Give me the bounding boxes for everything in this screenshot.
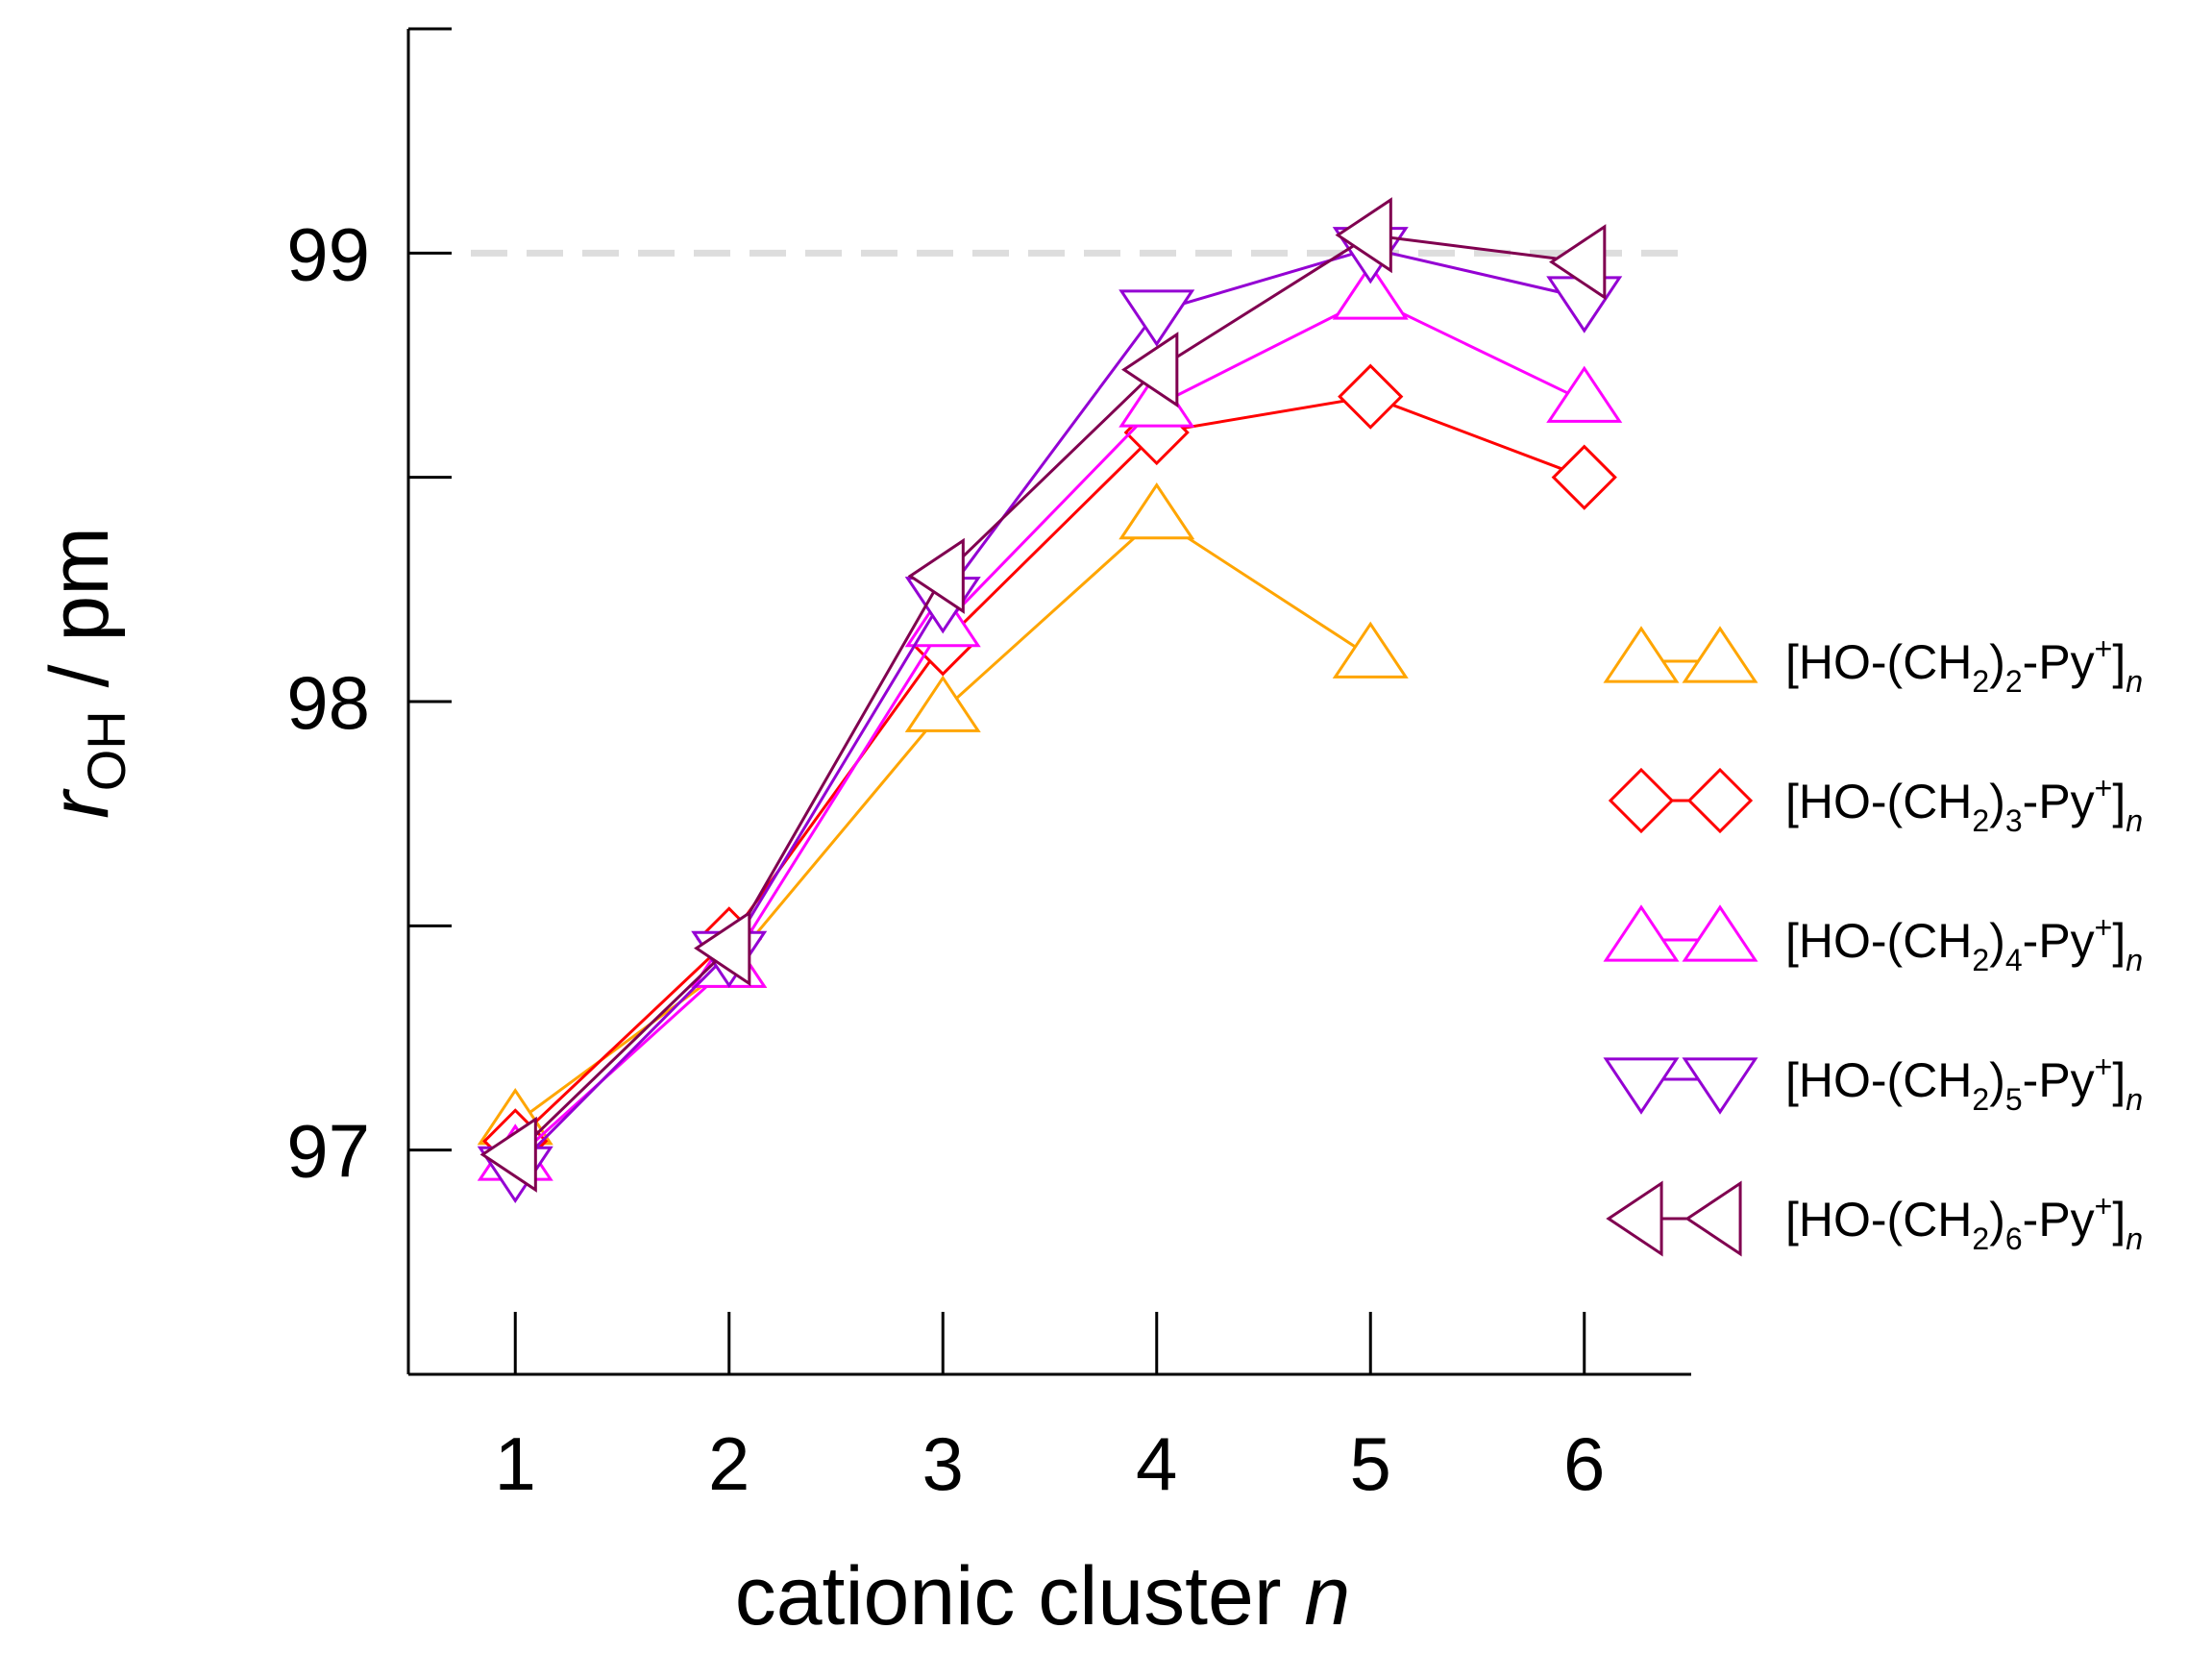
axes: 97 98 99 1 2 3 4 5 6 (286, 27, 1691, 1506)
legend-marker (1686, 767, 1754, 834)
legend-label: [HO-(CH2)4-Py+]n (1785, 910, 2143, 977)
legend-marker (1603, 904, 1680, 962)
legend-entry-5: [HO-(CH2)6-Py+]n (1606, 1180, 2143, 1257)
data-point (1332, 262, 1409, 320)
legend-marker (1682, 1057, 1758, 1115)
legend-label: [HO-(CH2)3-Py+]n (1785, 771, 2143, 838)
data-point (1546, 276, 1623, 333)
x-axis-label: cationic cluster n (735, 1550, 1351, 1642)
legend-marker (1608, 767, 1675, 834)
data-point (1121, 332, 1179, 408)
series-line (514, 395, 1585, 1143)
series-line (514, 296, 1585, 1161)
legend-marker (1684, 1180, 1742, 1257)
legend-marker (1682, 626, 1758, 683)
series-3 (477, 262, 1623, 1181)
legend-marker (1606, 1180, 1663, 1257)
data-point (1118, 289, 1195, 347)
x-tick-label: 5 (1350, 1421, 1391, 1506)
legend: [HO-(CH2)2-Py+]n [HO-(CH2)3-Py+]n [HO-(CH2… (1603, 626, 2143, 1257)
legend-marker (1682, 904, 1758, 962)
data-point (1546, 365, 1623, 423)
x-tick-label: 4 (1136, 1421, 1177, 1506)
data-point (479, 1116, 537, 1193)
legend-entry-4: [HO-(CH2)5-Py+]n (1603, 1049, 2143, 1117)
legend-marker (1603, 626, 1680, 683)
y-tick-label: 97 (286, 1109, 370, 1194)
y-axis-label: rOH / pm (34, 527, 136, 819)
series-layer (477, 197, 1623, 1204)
data-point (694, 910, 751, 987)
data-point (1549, 224, 1607, 301)
series-4 (477, 227, 1623, 1204)
data-point (1332, 621, 1409, 679)
data-point (1118, 481, 1195, 540)
series-5 (479, 197, 1607, 1193)
data-point (904, 675, 981, 732)
data-point (1335, 197, 1392, 274)
legend-label: [HO-(CH2)2-Py+]n (1785, 631, 2143, 699)
y-tick-label: 99 (286, 211, 370, 296)
legend-marker (1603, 1057, 1680, 1115)
y-tick-label: 98 (286, 660, 370, 745)
series-2 (482, 363, 1617, 1174)
legend-entry-2: [HO-(CH2)3-Py+]n (1608, 767, 2143, 838)
x-tick-label: 3 (922, 1421, 964, 1506)
legend-label: [HO-(CH2)6-Py+]n (1785, 1189, 2143, 1256)
legend-label: [HO-(CH2)5-Py+]n (1785, 1049, 2143, 1117)
series-line (514, 234, 1585, 1156)
series-line (514, 247, 1585, 1170)
data-point (907, 537, 965, 614)
x-tick-label: 6 (1563, 1421, 1605, 1506)
legend-entry-3: [HO-(CH2)4-Py+]n (1603, 904, 2143, 977)
data-point (1338, 363, 1404, 430)
x-tick-label: 2 (708, 1421, 750, 1506)
legend-entry-1: [HO-(CH2)2-Py+]n (1603, 626, 2143, 699)
x-tick-label: 1 (495, 1421, 536, 1506)
data-point (1551, 444, 1617, 510)
